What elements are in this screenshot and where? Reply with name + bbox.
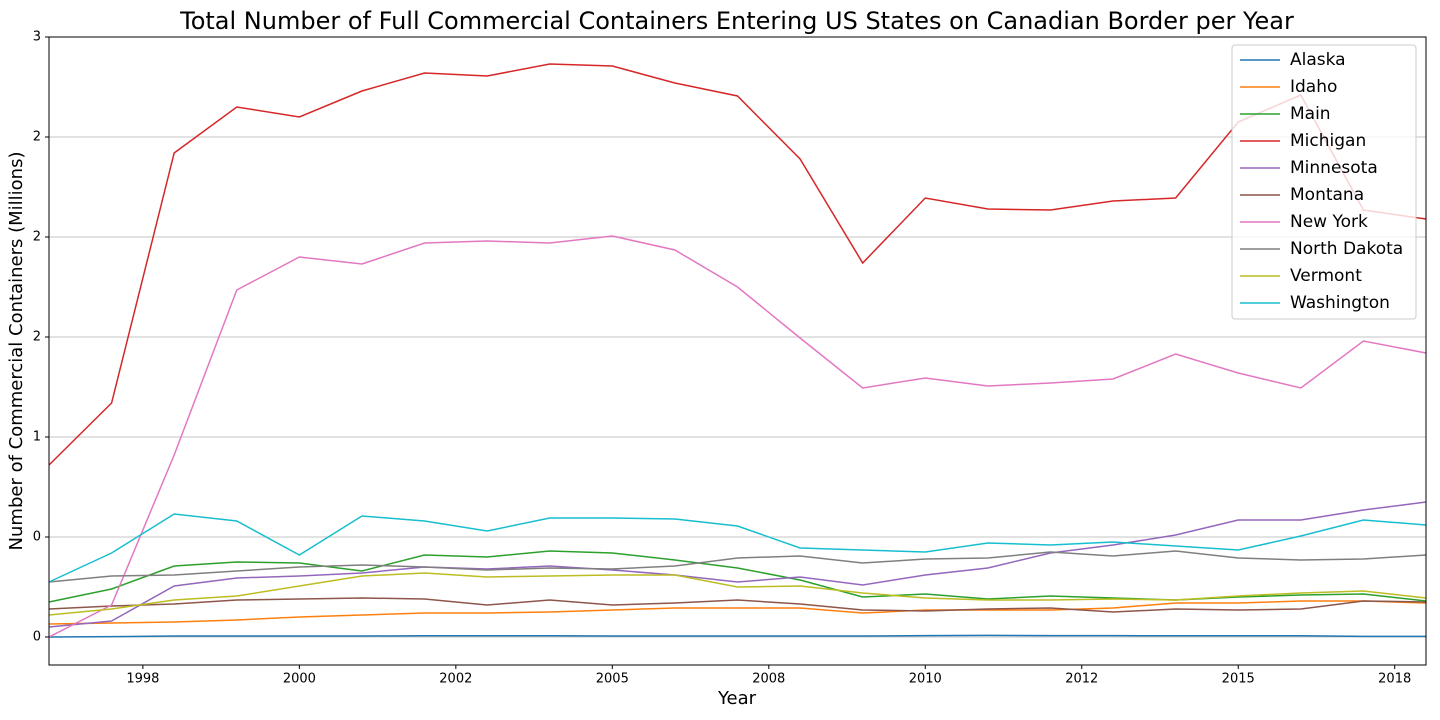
x-axis-label: Year: [717, 688, 757, 709]
legend-label: North Dakota: [1290, 239, 1403, 259]
legend-label: Montana: [1290, 185, 1364, 205]
y-tick-label: 2: [33, 330, 41, 345]
series-line: [48, 235, 1427, 638]
y-tick-label: 0: [33, 530, 41, 545]
series-line: [48, 634, 1426, 638]
legend: Alaska Idaho Main Michigan Minnesota Montana N…: [1231, 44, 1417, 320]
legend-label: Main: [1290, 104, 1331, 124]
series-line: [48, 572, 1427, 616]
y-tick-label: 2: [33, 130, 41, 145]
series-line: [48, 597, 1427, 613]
legend-label: Michigan: [1290, 131, 1366, 151]
series-line: [48, 600, 1427, 625]
series-line: [48, 63, 1427, 466]
legend-label: Minnesota: [1290, 158, 1378, 178]
x-tick-label: 2005: [596, 672, 629, 687]
y-axis-label: Number of Commercial Containers (Million…: [6, 152, 27, 551]
legend-label: Vermont: [1290, 266, 1362, 286]
legend-label: Alaska: [1290, 50, 1346, 70]
y-tick-label: 1: [33, 430, 41, 445]
legend-label: Washington: [1290, 293, 1390, 313]
y-tick-label: 0: [33, 630, 41, 645]
x-tick-label: 2018: [1378, 672, 1411, 687]
x-tick-label: 2000: [283, 672, 316, 687]
legend-label: Idaho: [1290, 77, 1337, 97]
x-tick-label: 2012: [1065, 672, 1098, 687]
x-tick-label: 1998: [126, 672, 159, 687]
plot-frame: [48, 36, 1427, 666]
legend-label: New York: [1290, 212, 1368, 232]
x-tick-label: 2015: [1222, 672, 1255, 687]
series-line: [48, 550, 1427, 583]
chart-title: Total Number of Full Commercial Containe…: [179, 7, 1294, 35]
series-line: [48, 513, 1427, 583]
series-line: [48, 501, 1427, 628]
x-tick-label: 2010: [909, 672, 942, 687]
x-tick-label: 2008: [752, 672, 785, 687]
y-tick-label: 3: [33, 30, 41, 45]
x-tick-label: 2002: [439, 672, 472, 687]
y-tick-label: 2: [33, 230, 41, 245]
